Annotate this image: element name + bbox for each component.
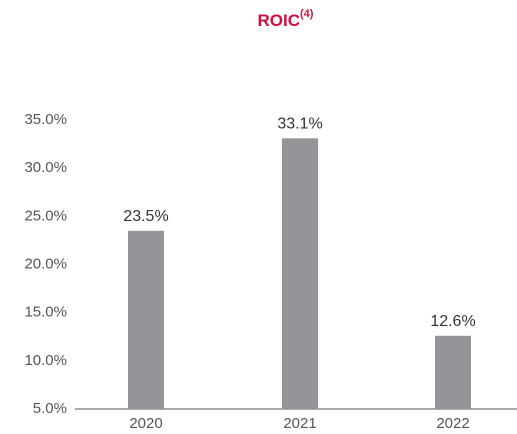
data-label: 12.6% bbox=[430, 313, 475, 330]
y-tick-label: 5.0% bbox=[33, 400, 67, 417]
bar bbox=[282, 138, 318, 409]
y-tick-label: 20.0% bbox=[24, 255, 67, 272]
bar bbox=[128, 230, 164, 409]
data-label: 23.5% bbox=[123, 208, 168, 225]
y-tick-label: 15.0% bbox=[24, 304, 67, 321]
data-label: 33.1% bbox=[277, 116, 322, 133]
title-text: ROIC bbox=[258, 11, 301, 30]
title-superscript: (4) bbox=[300, 8, 314, 20]
x-tick-label: 2022 bbox=[436, 415, 469, 432]
y-tick-label: 35.0% bbox=[24, 111, 67, 128]
bar bbox=[435, 335, 471, 409]
y-tick-label: 25.0% bbox=[24, 207, 67, 224]
chart-title: ROIC bbox=[258, 11, 301, 30]
y-tick-label: 30.0% bbox=[24, 159, 67, 176]
y-tick-label: 10.0% bbox=[24, 352, 67, 369]
x-tick-label: 2021 bbox=[283, 415, 316, 432]
x-tick-label: 2020 bbox=[129, 415, 162, 432]
